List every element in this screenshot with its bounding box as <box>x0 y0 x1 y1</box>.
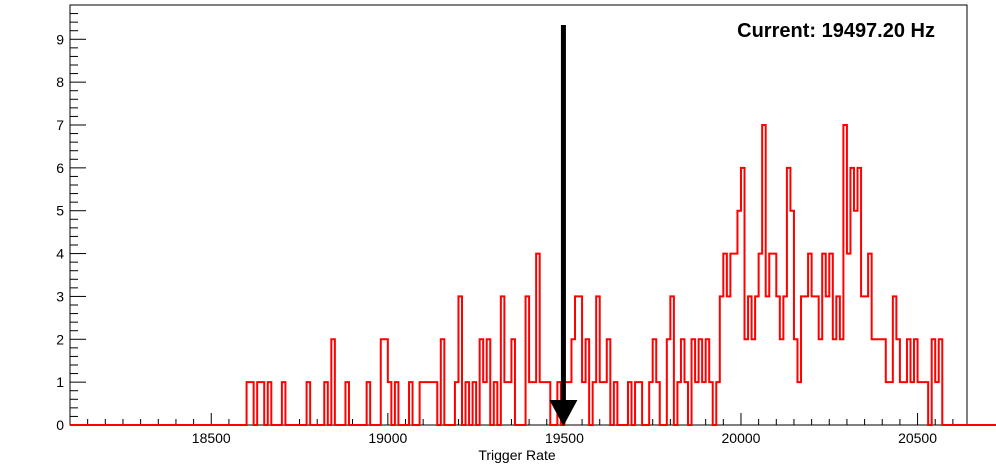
current-marker-arrow <box>549 25 578 426</box>
x-tick-label: 20500 <box>898 430 937 446</box>
y-tick-label: 6 <box>56 160 64 176</box>
x-tick-label: 20000 <box>722 430 761 446</box>
y-tick-label: 9 <box>56 31 64 47</box>
y-tick-label: 7 <box>56 117 64 133</box>
y-tick-label: 3 <box>56 288 64 304</box>
y-tick-label: 1 <box>56 374 64 390</box>
y-tick-label: 2 <box>56 331 64 347</box>
x-tick-label: 19500 <box>545 430 584 446</box>
x-axis-title: Trigger Rate <box>478 447 556 463</box>
current-rate-label: Current: 19497.20 Hz <box>737 20 935 42</box>
x-axis: 18500 19000 19500 20000 20500 <box>87 413 954 446</box>
y-tick-label: 0 <box>56 417 64 433</box>
x-tick-label: 19000 <box>368 430 407 446</box>
histogram-line <box>70 124 996 426</box>
y-tick-label: 8 <box>56 74 64 90</box>
y-tick-label: 5 <box>56 203 64 219</box>
marker-arrowhead <box>549 400 578 426</box>
y-tick-label: 4 <box>56 246 64 262</box>
plot-frame <box>69 4 968 426</box>
x-tick-label: 18500 <box>192 430 231 446</box>
y-axis: 0 1 2 3 4 5 6 7 8 9 <box>56 4 86 433</box>
